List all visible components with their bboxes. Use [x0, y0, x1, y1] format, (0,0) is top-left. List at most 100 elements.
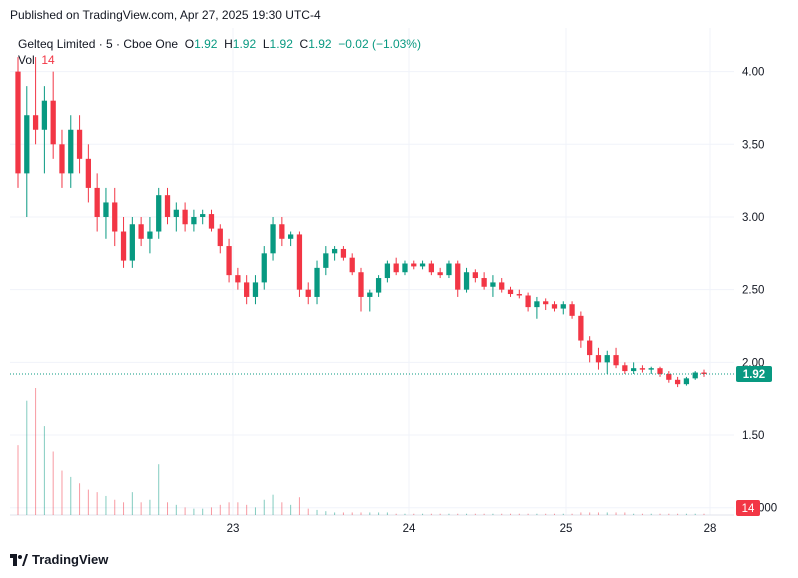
candle[interactable]: [490, 275, 496, 297]
candle[interactable]: [683, 376, 690, 386]
chart-frame[interactable]: 4.003.503.002.502.001.501.0000 23242528 …: [0, 28, 798, 546]
candle[interactable]: [296, 231, 303, 297]
candle[interactable]: [340, 246, 347, 261]
candle[interactable]: [463, 267, 470, 293]
candle[interactable]: [200, 209, 206, 225]
y-tick-label: 1.50: [742, 430, 764, 442]
volume-bar: [149, 499, 151, 515]
candle[interactable]: [24, 86, 30, 217]
candle[interactable]: [569, 301, 575, 319]
candle[interactable]: [208, 209, 215, 232]
candle[interactable]: [59, 129, 65, 188]
candle[interactable]: [270, 216, 276, 261]
volume-bar: [597, 512, 599, 515]
candle[interactable]: [595, 347, 602, 370]
candle[interactable]: [428, 260, 434, 276]
candle[interactable]: [226, 238, 232, 283]
candle[interactable]: [674, 376, 681, 388]
candle[interactable]: [402, 260, 408, 276]
candle-body: [349, 257, 355, 273]
symbol-name[interactable]: Gelteq Limited · 5 · Cboe One: [18, 37, 179, 51]
candle[interactable]: [639, 365, 646, 373]
candle[interactable]: [551, 301, 558, 312]
x-tick-label: 23: [227, 523, 240, 535]
open-value: 1.92: [194, 37, 218, 51]
candle[interactable]: [437, 267, 443, 279]
chart-svg[interactable]: 4.003.503.002.502.001.501.0000 23242528 …: [0, 28, 798, 546]
candle[interactable]: [323, 246, 329, 276]
candle[interactable]: [472, 269, 478, 283]
volume-bar: [219, 504, 221, 515]
candle[interactable]: [173, 202, 179, 232]
candle[interactable]: [534, 296, 540, 319]
candle[interactable]: [32, 57, 39, 145]
candle[interactable]: [411, 260, 417, 270]
candle[interactable]: [94, 173, 100, 232]
candle[interactable]: [507, 286, 514, 297]
candle[interactable]: [446, 260, 452, 279]
candle[interactable]: [648, 366, 654, 374]
candle[interactable]: [613, 347, 619, 369]
candle[interactable]: [164, 187, 171, 225]
candle[interactable]: [147, 216, 153, 254]
candle[interactable]: [349, 253, 355, 276]
published-header: Published on TradingView.com, Apr 27, 20…: [10, 8, 321, 22]
candle[interactable]: [543, 298, 549, 311]
candle[interactable]: [261, 246, 267, 290]
candle[interactable]: [305, 282, 311, 305]
candle[interactable]: [666, 371, 672, 383]
volume-bar: [87, 489, 89, 515]
candle[interactable]: [587, 336, 593, 363]
candle[interactable]: [622, 362, 628, 374]
candle[interactable]: [384, 260, 391, 283]
candle[interactable]: [499, 278, 505, 293]
candle[interactable]: [120, 216, 127, 268]
candle[interactable]: [375, 275, 382, 297]
candle[interactable]: [235, 267, 241, 290]
candle[interactable]: [50, 71, 56, 159]
candle[interactable]: [279, 216, 285, 247]
candle[interactable]: [138, 216, 144, 247]
candle[interactable]: [252, 275, 259, 305]
candle[interactable]: [112, 187, 118, 247]
candle[interactable]: [358, 267, 364, 312]
candle[interactable]: [191, 209, 197, 232]
candle[interactable]: [331, 246, 338, 261]
candle[interactable]: [419, 260, 426, 270]
y-tick-label: 3.50: [742, 139, 764, 151]
candle-body: [411, 263, 417, 267]
candle[interactable]: [657, 366, 663, 377]
candle[interactable]: [129, 216, 135, 268]
candle[interactable]: [455, 260, 461, 297]
candle[interactable]: [314, 260, 320, 305]
candle[interactable]: [288, 231, 294, 247]
volume-badge: 14: [736, 500, 760, 516]
candle-body: [578, 315, 584, 341]
candle[interactable]: [367, 289, 373, 312]
candle[interactable]: [85, 144, 91, 203]
candle-body: [569, 304, 575, 316]
candle[interactable]: [692, 371, 698, 380]
candle[interactable]: [631, 362, 637, 374]
tradingview-logo[interactable]: TradingView: [10, 552, 108, 567]
candle[interactable]: [15, 57, 21, 188]
candle[interactable]: [76, 115, 83, 174]
candle[interactable]: [217, 224, 223, 254]
candle[interactable]: [525, 292, 531, 312]
candle[interactable]: [103, 187, 109, 239]
candle[interactable]: [516, 289, 522, 299]
candle[interactable]: [604, 350, 610, 374]
candle[interactable]: [182, 202, 188, 232]
candle[interactable]: [578, 311, 584, 348]
volume-bar: [184, 507, 186, 515]
candle[interactable]: [156, 187, 162, 239]
candle[interactable]: [701, 369, 707, 377]
candle[interactable]: [244, 275, 250, 305]
candle[interactable]: [68, 115, 74, 188]
volume-layer: [17, 388, 705, 515]
candle[interactable]: [393, 257, 399, 276]
candle[interactable]: [481, 272, 487, 290]
candle[interactable]: [41, 86, 48, 174]
candle[interactable]: [560, 301, 566, 315]
candle-body: [692, 372, 698, 379]
